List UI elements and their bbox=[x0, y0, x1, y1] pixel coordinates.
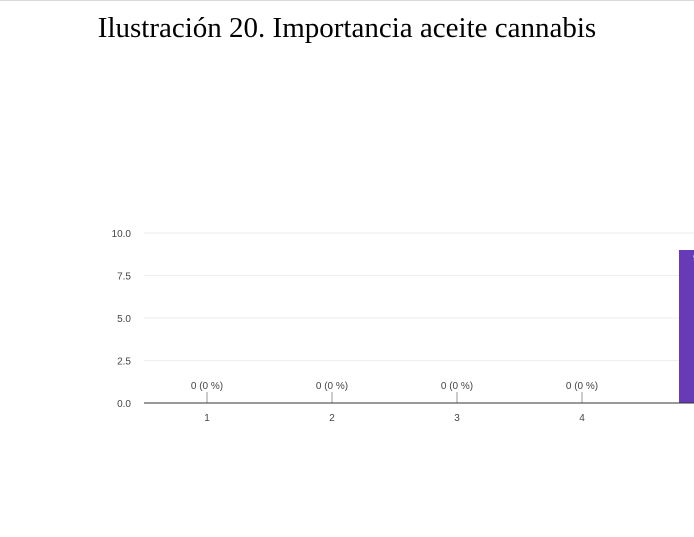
top-divider bbox=[0, 0, 694, 1]
x-tick-label: 1 bbox=[204, 413, 210, 424]
bar-data-label: 0 (0 %) bbox=[566, 381, 598, 392]
bar-data-label: 0 (0 %) bbox=[191, 381, 223, 392]
y-tick-label: 2.5 bbox=[117, 357, 131, 368]
y-tick-label: 7.5 bbox=[117, 272, 131, 283]
x-tick-label: 2 bbox=[329, 413, 335, 424]
bar-data-label: 0 (0 %) bbox=[441, 381, 473, 392]
y-tick-label: 0.0 bbox=[117, 399, 131, 410]
bar bbox=[679, 250, 694, 403]
y-tick-label: 5.0 bbox=[117, 314, 131, 325]
x-tick-label: 4 bbox=[579, 413, 585, 424]
bar-data-label: 0 (0 %) bbox=[316, 381, 348, 392]
figure-caption: Ilustración 20. Importancia aceite canna… bbox=[97, 12, 597, 44]
x-tick-label: 3 bbox=[454, 413, 460, 424]
y-tick-label: 10.0 bbox=[112, 229, 132, 240]
